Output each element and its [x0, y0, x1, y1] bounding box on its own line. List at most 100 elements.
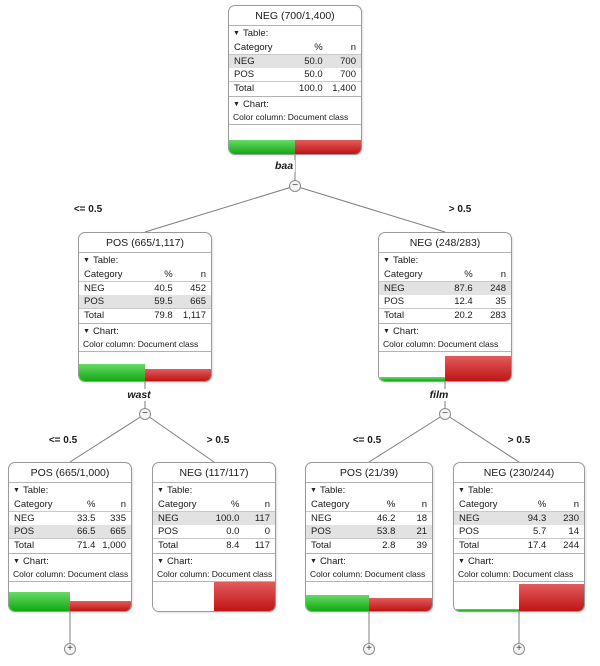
branch-condition-label: > 0.5: [206, 435, 230, 446]
table-header: Category % n: [79, 267, 211, 282]
class-distribution-chart: [454, 582, 584, 611]
cell-total-percent: 79.8: [154, 310, 173, 321]
tree-node-leaf-1: POS (665/1,000) ▼ Table: Category % n NE…: [8, 462, 132, 612]
cell-total-label: Total: [158, 540, 179, 551]
column-header-n: n: [421, 499, 428, 510]
cell-category: POS: [84, 296, 105, 307]
column-header-n: n: [500, 269, 506, 280]
table-section-label: Table:: [166, 485, 193, 496]
cell-category: POS: [158, 526, 179, 537]
class-distribution-chart: [79, 352, 211, 381]
table-section-label: Table:: [319, 485, 346, 496]
tree-node-root: NEG (700/1,400) ▼ Table: Category % n NE…: [228, 5, 362, 155]
cell-category: NEG: [459, 513, 480, 524]
class-distribution-chart: [9, 582, 131, 611]
table-row: POS 53.8 21: [306, 525, 432, 538]
pos-bar: [229, 139, 295, 154]
column-header-percent: %: [314, 42, 323, 53]
cell-category: NEG: [311, 513, 332, 524]
table-section-toggle[interactable]: ▼ Table:: [79, 253, 211, 267]
collapse-triangle-icon: ▼: [233, 30, 240, 37]
table-row: NEG 100.0 117: [153, 512, 275, 525]
cell-total-label: Total: [234, 83, 255, 94]
chart-section-toggle[interactable]: ▼ Chart:: [79, 324, 211, 338]
color-column-label: Color column: Document class: [9, 568, 131, 582]
branch-condition-label: <= 0.5: [73, 204, 103, 215]
pos-bar: [379, 377, 445, 381]
collapse-branch-toggle[interactable]: −: [139, 408, 151, 420]
cell-total-percent: 71.4: [76, 540, 96, 551]
cell-n: 0: [264, 526, 270, 537]
collapse-triangle-icon: ▼: [458, 487, 465, 494]
neg-bar: [145, 369, 211, 381]
cell-total-n: 244: [563, 540, 579, 551]
collapse-triangle-icon: ▼: [458, 558, 465, 565]
neg-bar: [214, 582, 275, 611]
tree-node-leaf-3: POS (21/39) ▼ Table: Category % n NEG 46…: [305, 462, 433, 612]
column-header-n: n: [573, 499, 579, 510]
table-section-toggle[interactable]: ▼ Table:: [306, 483, 432, 497]
color-column-label: Color column: Document class: [454, 568, 584, 582]
column-header-n: n: [264, 499, 270, 510]
cell-percent: 0.0: [226, 526, 240, 537]
node-title: NEG (700/1,400): [229, 6, 361, 26]
table-total-row: Total 17.4 244: [454, 538, 584, 554]
chart-section-toggle[interactable]: ▼ Chart:: [9, 554, 131, 568]
tree-node-child-left: POS (665/1,117) ▼ Table: Category % n NE…: [78, 232, 212, 382]
cell-n: 665: [110, 526, 126, 537]
column-header-percent: %: [386, 499, 396, 510]
cell-total-label: Total: [384, 310, 405, 321]
table-row: POS 59.5 665: [79, 295, 211, 308]
table-header: Category % n: [379, 267, 511, 282]
cell-percent: 33.5: [76, 513, 96, 524]
chart-section-toggle[interactable]: ▼ Chart:: [229, 97, 361, 111]
column-header-percent: %: [87, 499, 96, 510]
cell-total-n: 283: [490, 310, 506, 321]
table-row: POS 50.0 700: [229, 68, 361, 81]
expand-branch-toggle[interactable]: +: [64, 643, 76, 655]
table-total-row: Total 8.4 117: [153, 538, 275, 554]
chart-section-label: Chart:: [242, 99, 269, 110]
table-section-toggle[interactable]: ▼ Table:: [379, 253, 511, 267]
collapse-branch-toggle[interactable]: −: [439, 408, 451, 420]
cell-n: 452: [190, 283, 206, 294]
table-section-toggle[interactable]: ▼ Table:: [454, 483, 584, 497]
table-section-toggle[interactable]: ▼ Table:: [9, 483, 131, 497]
chart-section-toggle[interactable]: ▼ Chart:: [379, 324, 511, 338]
table-section-toggle[interactable]: ▼ Table:: [153, 483, 275, 497]
cell-percent: 87.6: [454, 283, 473, 294]
chart-section-toggle[interactable]: ▼ Chart:: [454, 554, 584, 568]
neg-bar: [295, 139, 361, 154]
pos-bar: [454, 609, 519, 611]
chart-section-toggle[interactable]: ▼ Chart:: [153, 554, 275, 568]
neg-bar: [445, 355, 511, 381]
cell-total-n: 117: [254, 540, 270, 551]
column-header-category: Category: [158, 499, 197, 510]
cell-percent: 53.8: [376, 526, 396, 537]
column-header-category: Category: [311, 499, 350, 510]
pos-bar: [79, 363, 145, 381]
collapse-triangle-icon: ▼: [310, 487, 317, 494]
cell-percent: 12.4: [454, 296, 473, 307]
chart-section-label: Chart:: [166, 556, 193, 567]
cell-percent: 46.2: [376, 513, 396, 524]
expand-branch-toggle[interactable]: +: [363, 643, 375, 655]
cell-category: POS: [234, 69, 255, 80]
cell-n: 665: [190, 296, 206, 307]
expand-branch-toggle[interactable]: +: [513, 643, 525, 655]
table-section-toggle[interactable]: ▼ Table:: [229, 26, 361, 40]
collapse-branch-toggle[interactable]: −: [289, 180, 301, 192]
chart-section-toggle[interactable]: ▼ Chart:: [306, 554, 432, 568]
cell-percent: 66.5: [76, 526, 96, 537]
table-section-label: Table:: [467, 485, 494, 496]
split-attribute-label: baa: [272, 160, 296, 172]
column-header-category: Category: [14, 499, 53, 510]
cell-total-label: Total: [459, 540, 480, 551]
chart-section-label: Chart:: [92, 326, 119, 337]
cell-category: POS: [459, 526, 480, 537]
cell-total-percent: 8.4: [226, 540, 240, 551]
cell-n: 18: [416, 513, 428, 524]
collapse-triangle-icon: ▼: [383, 257, 390, 264]
column-header-category: Category: [234, 42, 273, 53]
cell-percent: 40.5: [154, 283, 173, 294]
